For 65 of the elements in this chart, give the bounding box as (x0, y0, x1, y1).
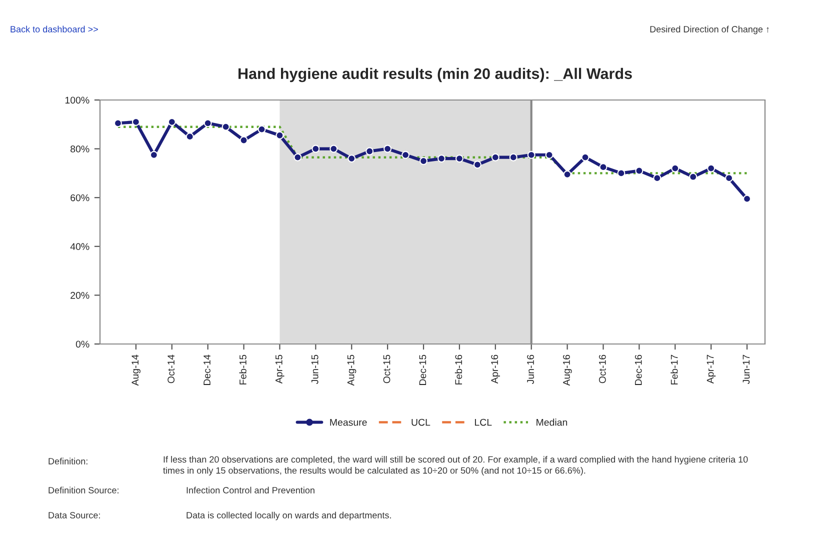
y-tick-label: 80% (70, 146, 90, 152)
y-tick-label: 20% (70, 292, 90, 299)
point (330, 144, 338, 153)
text: Infection Control and Prevention (186, 486, 314, 494)
point (276, 131, 284, 140)
x-tick-label: Dec-14 (204, 354, 210, 385)
x-tick-label: Apr-16 (491, 354, 500, 384)
point (437, 154, 446, 163)
point (222, 122, 230, 131)
x-tick-label: Oct-16 (598, 354, 606, 384)
point (455, 154, 464, 163)
point (581, 153, 590, 162)
point (384, 144, 392, 153)
x-tick-label: Oct-14 (168, 354, 174, 384)
point (509, 153, 518, 162)
y-tick-label: 100% (65, 96, 90, 104)
x-tick-label: Dec-16 (634, 354, 642, 385)
legend-label: Median (536, 418, 568, 426)
point (563, 170, 572, 178)
x-tick-label: Aug-14 (132, 354, 140, 386)
point (527, 150, 536, 159)
x-tick-label: Oct-15 (383, 354, 390, 384)
x-tick-label: Aug-15 (347, 354, 356, 386)
point (150, 150, 158, 159)
point (635, 166, 644, 175)
point (240, 136, 248, 144)
y-tick-label: 60% (70, 194, 90, 202)
chart-title: Hand hygiene audit results (min 20 audits): _All Wards (238, 68, 632, 82)
point (420, 157, 428, 165)
text: Data is collected locally on wards and departments. (186, 512, 391, 520)
source-note: Data Source: (48, 512, 100, 518)
x-tick-label: Feb-15 (239, 354, 246, 384)
legend-label: LCL (474, 418, 492, 426)
legend-label: UCL (412, 418, 430, 426)
point (617, 169, 626, 178)
y-tick-label: 0% (76, 340, 90, 348)
point (348, 154, 356, 163)
x-tick-label: Apr-17 (706, 354, 716, 384)
text: Desired Direction of Change ↑ (650, 26, 769, 34)
point (725, 174, 734, 182)
point (689, 172, 698, 181)
x-tick-label: Feb-17 (670, 354, 678, 384)
point (473, 160, 482, 169)
x-tick-label: Dec-15 (419, 354, 426, 385)
x-tick-label: Jun-16 (527, 354, 534, 384)
x-tick-label: Jun-17 (742, 354, 750, 384)
text: Back to dashboard >> (10, 26, 98, 32)
x-tick-label: Feb-16 (454, 354, 462, 384)
y-tick-label: 40% (70, 243, 90, 250)
point (312, 144, 320, 153)
legend-label: Measure (330, 418, 367, 426)
point (491, 153, 500, 162)
text: Definition Source: (48, 486, 118, 494)
x-tick-label: Aug-16 (563, 354, 572, 386)
point (366, 147, 374, 156)
text: If less than 20 observations are completed, the ward will still be scored out of 20. For example, if a ward complied with the hand hygiene criteria 10 times in only 15 observations, the results would be calculated as 10÷20 or 50% (and not 10÷15 or 66.6%). (163, 456, 748, 476)
text: Definition: (48, 458, 88, 464)
x-tick-label: Jun-15 (312, 354, 318, 384)
point (671, 164, 680, 172)
point (294, 153, 302, 162)
point (204, 119, 212, 128)
point (258, 125, 266, 134)
point (707, 164, 716, 172)
point (402, 150, 410, 159)
x-tick-label: Apr-15 (276, 354, 284, 384)
